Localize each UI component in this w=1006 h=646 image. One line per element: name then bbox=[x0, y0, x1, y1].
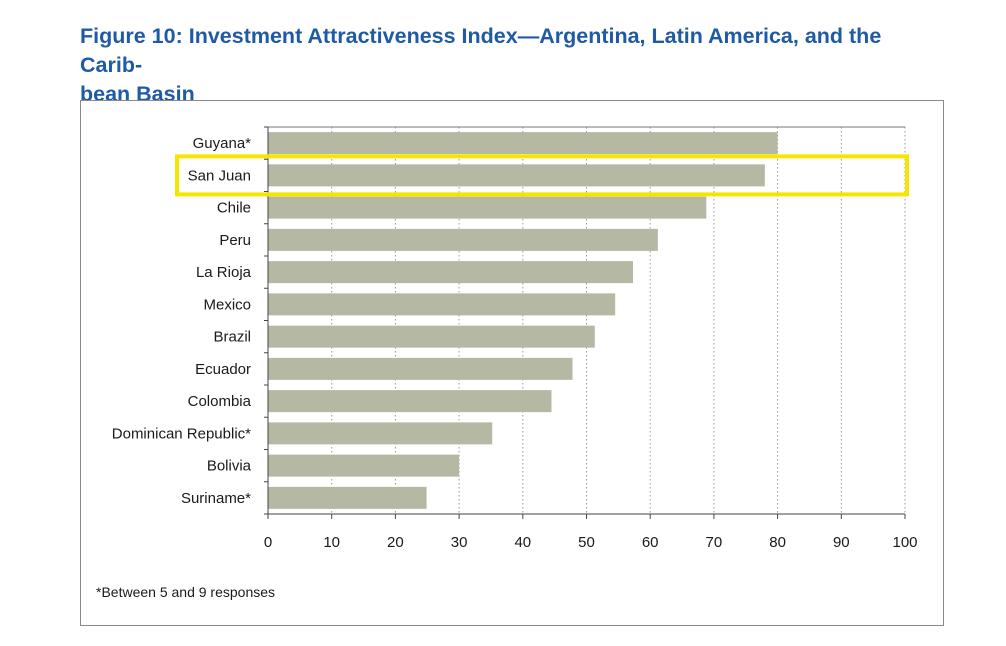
bar bbox=[268, 293, 616, 316]
category-label: La Rioja bbox=[196, 264, 252, 281]
bar bbox=[268, 390, 552, 413]
bar bbox=[268, 261, 634, 284]
category-label: Ecuador bbox=[195, 361, 251, 378]
bar bbox=[268, 196, 707, 219]
x-tick-label: 70 bbox=[706, 534, 723, 551]
category-label: Peru bbox=[219, 232, 251, 249]
chart-footnote: *Between 5 and 9 responses bbox=[96, 584, 276, 600]
category-label: Chile bbox=[217, 200, 251, 217]
category-label: Bolivia bbox=[207, 458, 252, 475]
x-tick-label: 80 bbox=[769, 534, 786, 551]
x-tick-label: 30 bbox=[451, 534, 468, 551]
chart-frame bbox=[80, 100, 944, 626]
bar bbox=[268, 422, 493, 445]
bar bbox=[268, 357, 573, 380]
category-label: Mexico bbox=[203, 296, 251, 313]
category-label: San Juan bbox=[188, 167, 251, 184]
category-label: Brazil bbox=[213, 329, 251, 346]
category-label: Guyana* bbox=[193, 135, 252, 152]
bar bbox=[268, 228, 658, 251]
category-label: Colombia bbox=[188, 393, 252, 410]
highlight-box bbox=[175, 154, 909, 197]
bar bbox=[268, 132, 778, 155]
x-tick-label: 10 bbox=[323, 534, 340, 551]
figure-title-line-1: Figure 10: Investment Attractiveness Ind… bbox=[80, 24, 882, 77]
bar bbox=[268, 164, 765, 187]
x-tick-label: 0 bbox=[264, 534, 272, 551]
bar bbox=[268, 325, 595, 348]
x-tick-label: 100 bbox=[892, 534, 917, 551]
x-tick-label: 40 bbox=[514, 534, 531, 551]
figure-title-line-2: bean Basin bbox=[80, 82, 195, 106]
x-tick-label: 90 bbox=[833, 534, 850, 551]
figure-title: Figure 10: Investment Attractiveness Ind… bbox=[80, 22, 940, 109]
x-tick-label: 20 bbox=[387, 534, 404, 551]
x-tick-label: 60 bbox=[642, 534, 659, 551]
x-tick-label: 50 bbox=[578, 534, 595, 551]
category-label: Suriname* bbox=[181, 490, 251, 507]
category-label: Dominican Republic* bbox=[112, 425, 251, 442]
bar bbox=[268, 454, 460, 477]
bar bbox=[268, 486, 427, 509]
